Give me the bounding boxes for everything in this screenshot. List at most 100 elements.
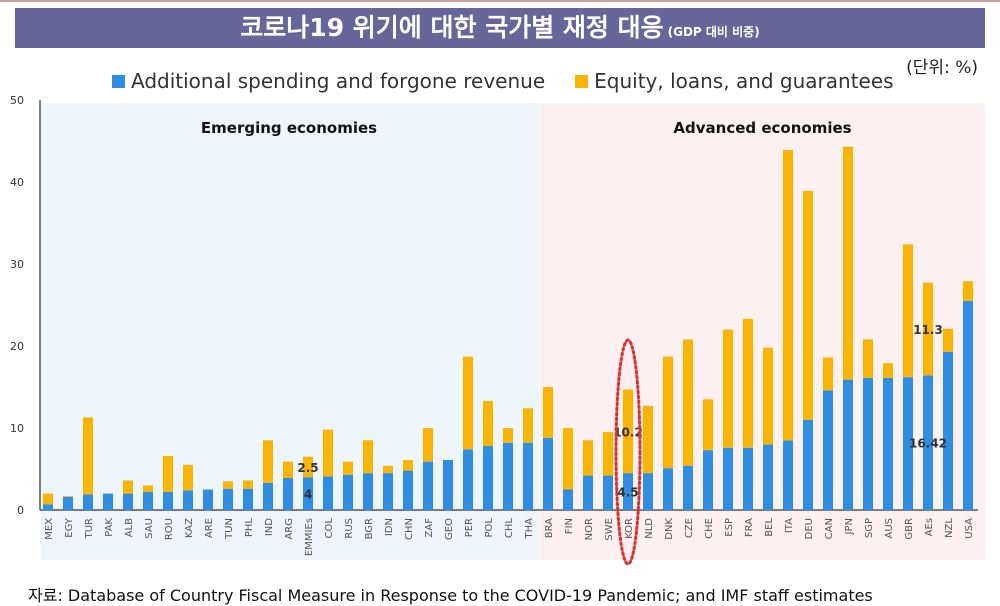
legend: Additional spending and forgone revenue … xyxy=(112,69,894,93)
x-tick-label: ARE xyxy=(204,518,215,538)
bar-CAN-spending xyxy=(823,390,833,510)
legend-label: Additional spending and forgone revenue xyxy=(131,69,546,93)
x-tick-label: ESP xyxy=(724,518,735,537)
x-tick-label: CZE xyxy=(684,518,695,538)
bar-PER-equity xyxy=(463,356,473,450)
x-tick-label: IDN xyxy=(384,518,395,536)
bar-CHN-spending xyxy=(403,470,413,510)
bar-SAU-spending xyxy=(143,491,153,510)
bar-ROU-equity xyxy=(163,455,173,492)
x-tick-label: FIN xyxy=(564,518,575,534)
bar-JPN-spending xyxy=(843,379,853,510)
bar-ITA-spending xyxy=(783,440,793,510)
bar-PHL-spending xyxy=(243,488,253,510)
bar-AUS-spending xyxy=(883,377,893,510)
bar-BRA-spending xyxy=(543,437,553,510)
bar-AEs-equity xyxy=(923,282,933,376)
bar-COL-spending xyxy=(323,476,333,510)
bar-RUS-equity xyxy=(343,461,353,475)
bar-COL-equity xyxy=(323,429,333,477)
x-tick-label: NLD xyxy=(644,518,655,539)
bar-NOR-spending xyxy=(583,475,593,510)
bar-DEU-spending xyxy=(803,419,813,510)
legend-swatch-spending xyxy=(112,74,125,88)
bar-FIN-equity xyxy=(563,428,573,490)
bar-CZE-spending xyxy=(683,465,693,510)
legend-label: Equity, loans, and guarantees xyxy=(594,69,894,93)
bar-IND-equity xyxy=(263,440,273,483)
x-tick-label: CAN xyxy=(824,518,835,539)
bar-GBR-spending xyxy=(903,377,913,510)
bar-ARG-equity xyxy=(283,461,293,479)
bar-THA-spending xyxy=(523,442,533,510)
bar-BEL-spending xyxy=(763,444,773,510)
bar-EGY-equity xyxy=(63,496,73,497)
x-tick-label: KOR xyxy=(624,518,635,539)
x-tick-label: KAZ xyxy=(184,518,195,538)
x-tick-label: CHE xyxy=(704,518,715,539)
data-label: 10.2 xyxy=(613,425,643,439)
top-rule xyxy=(0,0,1000,2)
bar-KOR-spending xyxy=(623,473,633,510)
x-tick-label: NOR xyxy=(584,518,595,540)
x-tick-label: RUS xyxy=(344,518,355,539)
bar-RUS-spending xyxy=(343,474,353,510)
data-label: 2.5 xyxy=(297,461,318,475)
bar-GBR-equity xyxy=(903,244,913,378)
bar-CHE-equity xyxy=(703,399,713,451)
bar-KOR-equity xyxy=(623,389,633,474)
bar-DNK-spending xyxy=(663,468,673,510)
bar-NZL-spending xyxy=(943,351,953,510)
bar-MEX-equity xyxy=(43,493,53,505)
bar-IDN-spending xyxy=(383,473,393,510)
group-label-advanced: Advanced economies xyxy=(673,119,851,137)
bar-CHL-spending xyxy=(503,442,513,510)
x-tick-label: BRA xyxy=(544,518,555,538)
data-label: 16.42 xyxy=(909,437,947,451)
data-label: 11.3 xyxy=(913,323,943,337)
x-tick-label: MEX xyxy=(44,518,55,540)
x-tick-label: PAK xyxy=(104,518,115,537)
bar-ESP-spending xyxy=(723,447,733,510)
x-tick-label: ROU xyxy=(164,518,175,540)
x-tick-label: CHN xyxy=(404,518,415,540)
bar-ITA-equity xyxy=(783,150,793,441)
bar-BGR-equity xyxy=(363,440,373,474)
x-tick-label: BGR xyxy=(364,518,375,539)
x-tick-label: CHL xyxy=(504,518,515,539)
bar-TUR-spending xyxy=(83,494,93,510)
x-tick-label: DNK xyxy=(664,518,675,540)
title-banner: 코로나19 위기에 대한 국가별 재정 대응 (GDP 대비 비중) xyxy=(15,8,985,48)
bar-AEs-spending xyxy=(923,375,933,510)
bar-PER-spending xyxy=(463,449,473,510)
bar-TUR-equity xyxy=(83,417,93,495)
x-tick-label: NZL xyxy=(944,518,955,538)
bar-GEO-spending xyxy=(443,459,453,510)
bar-NLD-spending xyxy=(643,473,653,510)
x-tick-label: ITA xyxy=(784,518,795,533)
bar-SWE-spending xyxy=(603,475,613,510)
bar-JPN-equity xyxy=(843,146,853,380)
y-tick-label: 0 xyxy=(17,504,24,517)
x-tick-label: ALB xyxy=(124,518,135,537)
bar-SGP-spending xyxy=(863,377,873,510)
bar-KAZ-spending xyxy=(183,490,193,510)
y-tick-label: 30 xyxy=(10,258,24,271)
bar-BRA-equity xyxy=(543,387,553,438)
group-label-emerging: Emerging economies xyxy=(201,119,377,137)
bar-FRA-equity xyxy=(743,318,753,448)
bar-ZAF-equity xyxy=(423,428,433,462)
bar-ESP-equity xyxy=(723,329,733,448)
bar-ALB-spending xyxy=(123,493,133,510)
bar-MEX-spending xyxy=(43,504,53,510)
legend-item-spending: Additional spending and forgone revenue xyxy=(112,69,545,93)
x-tick-label: TUR xyxy=(84,518,95,539)
bar-CZE-equity xyxy=(683,339,693,466)
bar-TUN-equity xyxy=(223,481,233,489)
x-tick-label: AEs xyxy=(924,518,935,536)
x-tick-label: USA xyxy=(964,518,975,539)
bar-USA-equity xyxy=(963,281,973,301)
bar-NOR-equity xyxy=(583,440,593,476)
bar-ALB-equity xyxy=(123,480,133,494)
highlight-ellipse-kor xyxy=(614,338,642,566)
